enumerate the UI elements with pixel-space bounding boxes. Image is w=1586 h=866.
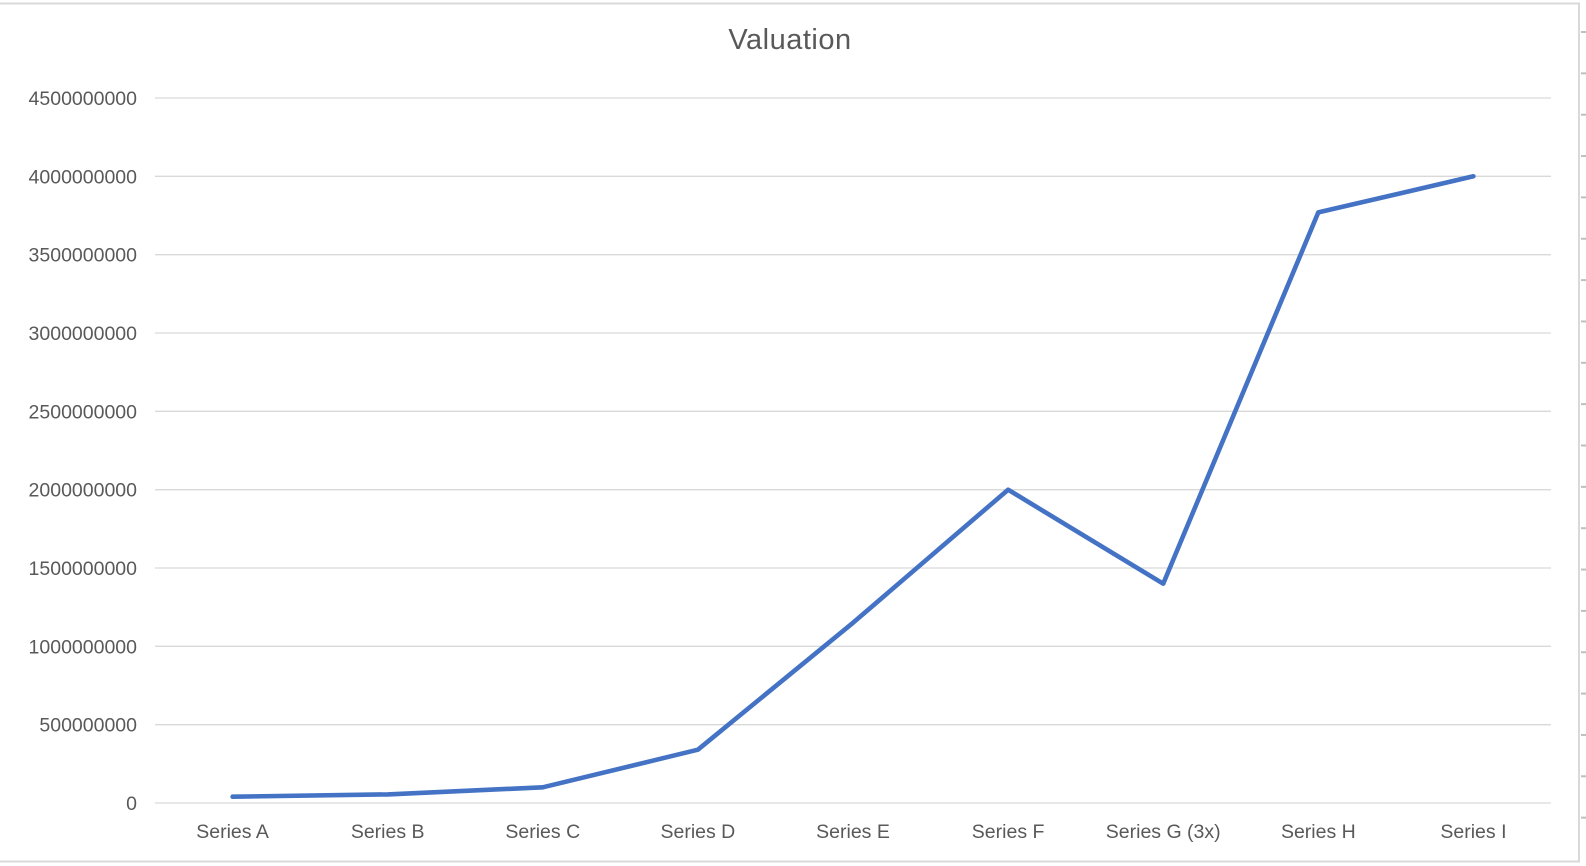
x-axis-category-label: Series C <box>505 821 580 843</box>
y-axis-tick-label: 3500000000 <box>29 245 138 267</box>
chart-title: Valuation <box>728 24 852 56</box>
y-axis-tick-label: 3000000000 <box>29 323 138 345</box>
x-axis-category-label: Series G (3x) <box>1106 821 1221 843</box>
y-axis-tick-label: 500000000 <box>39 715 137 737</box>
gridlines-group <box>155 97 1551 804</box>
x-axis-category-label: Series E <box>816 821 890 843</box>
y-axis-labels: 0 500000000 1000000000 1500000000 2000000000… <box>29 88 138 815</box>
y-axis-tick-label: 4000000000 <box>29 166 138 188</box>
y-axis-tick-label: 1500000000 <box>29 558 138 580</box>
spreadsheet-row-ticks <box>1581 31 1586 819</box>
x-axis-category-label: Series A <box>196 821 269 843</box>
x-axis-category-label: Series F <box>972 821 1045 843</box>
y-axis-tick-label: 4500000000 <box>29 88 138 110</box>
x-axis-category-label: Series I <box>1440 821 1506 843</box>
x-axis-labels: Series A Series B Series C Series D Series E… <box>196 821 1506 843</box>
series-line-group <box>230 174 1476 800</box>
y-axis-tick-label: 1000000000 <box>29 636 138 658</box>
y-axis-tick-label: 2500000000 <box>29 401 138 423</box>
x-axis-category-label: Series D <box>660 821 735 843</box>
x-axis-category-label: Series H <box>1281 821 1356 843</box>
y-axis-tick-label: 0 <box>126 793 137 815</box>
series-line <box>230 174 1476 800</box>
x-axis-category-label: Series B <box>351 821 425 843</box>
y-axis-tick-label: 2000000000 <box>29 480 138 502</box>
